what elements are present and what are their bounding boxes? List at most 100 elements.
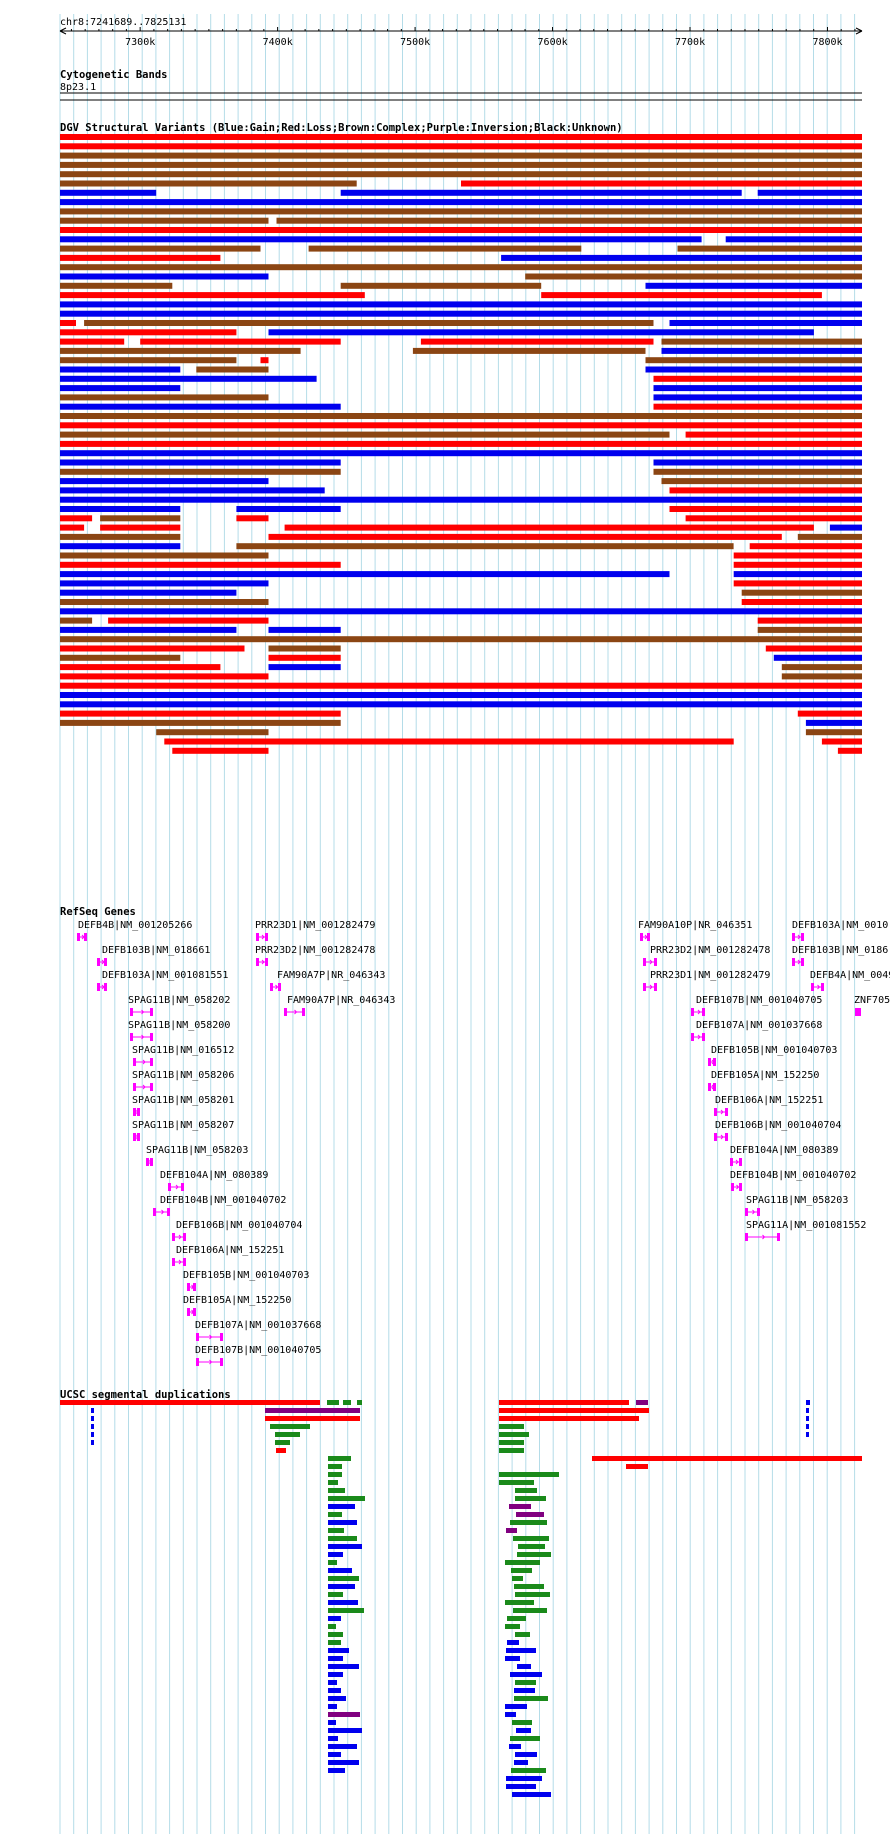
- dgv-variant[interactable]: [60, 236, 702, 243]
- dgv-variant[interactable]: [741, 599, 862, 605]
- refseq-gene-exon[interactable]: [739, 1183, 742, 1191]
- dgv-variant[interactable]: [268, 645, 341, 652]
- dgv-variant[interactable]: [60, 580, 269, 587]
- dgv-variant[interactable]: [525, 273, 862, 280]
- dgv-variant[interactable]: [645, 357, 863, 364]
- dgv-variant[interactable]: [653, 459, 863, 466]
- dgv-variant[interactable]: [765, 645, 862, 652]
- dgv-variant[interactable]: [60, 152, 862, 159]
- segdup-block[interactable]: [328, 1480, 338, 1485]
- segdup-block[interactable]: [806, 1424, 809, 1429]
- segdup-track[interactable]: UCSC segmental duplications: [60, 1389, 862, 1797]
- dgv-variant[interactable]: [653, 403, 863, 410]
- refseq-gene-exon[interactable]: [130, 1033, 133, 1041]
- refseq-gene-exon[interactable]: [77, 933, 80, 941]
- dgv-variant[interactable]: [60, 161, 862, 168]
- dgv-variant[interactable]: [236, 506, 341, 512]
- refseq-gene-label[interactable]: DEFB107B|NM_001040705: [195, 1345, 321, 1356]
- segdup-block[interactable]: [514, 1584, 544, 1589]
- refseq-gene-exon[interactable]: [730, 1158, 733, 1166]
- dgv-variant[interactable]: [645, 282, 863, 289]
- refseq-gene-exon[interactable]: [640, 933, 643, 941]
- segdup-block[interactable]: [505, 1712, 516, 1717]
- segdup-block[interactable]: [328, 1592, 343, 1597]
- dgv-variant[interactable]: [60, 682, 862, 689]
- dgv-variant[interactable]: [661, 338, 863, 345]
- refseq-gene-exon[interactable]: [691, 1033, 694, 1041]
- dgv-variant[interactable]: [84, 320, 654, 326]
- dgv-variant[interactable]: [156, 729, 269, 736]
- refseq-gene-label[interactable]: DEFB104A|NM_080389: [160, 1170, 268, 1181]
- dgv-variant[interactable]: [60, 524, 85, 531]
- refseq-gene-exon[interactable]: [302, 1008, 305, 1016]
- refseq-gene-label[interactable]: DEFB105B|NM_001040703: [183, 1270, 309, 1281]
- dgv-variant[interactable]: [60, 189, 157, 196]
- segdup-block[interactable]: [517, 1552, 551, 1557]
- dgv-variant[interactable]: [741, 589, 862, 596]
- segdup-block[interactable]: [499, 1440, 524, 1445]
- refseq-gene-exon[interactable]: [739, 1158, 742, 1166]
- dgv-variant[interactable]: [797, 710, 862, 717]
- refseq-gene-exon[interactable]: [133, 1108, 136, 1116]
- segdup-block[interactable]: [91, 1432, 94, 1437]
- dgv-variant[interactable]: [60, 366, 181, 373]
- dgv-variant[interactable]: [60, 338, 125, 345]
- refseq-gene-label[interactable]: DEFB4B|NM_001205266: [78, 920, 192, 931]
- dgv-variant[interactable]: [60, 543, 181, 550]
- dgv-variant[interactable]: [260, 357, 269, 364]
- refseq-gene-exon[interactable]: [801, 933, 804, 941]
- dgv-variant[interactable]: [60, 134, 862, 140]
- segdup-block[interactable]: [328, 1712, 360, 1717]
- segdup-block[interactable]: [328, 1536, 357, 1541]
- dgv-variant[interactable]: [60, 626, 237, 633]
- dgv-variant[interactable]: [100, 515, 181, 522]
- dgv-variant[interactable]: [60, 719, 341, 726]
- segdup-block[interactable]: [514, 1688, 535, 1693]
- dgv-variant[interactable]: [60, 440, 862, 447]
- dgv-variant[interactable]: [725, 236, 862, 243]
- refseq-gene-label[interactable]: SPAG11B|NM_058207: [132, 1120, 234, 1131]
- dgv-variant[interactable]: [733, 580, 862, 587]
- segdup-block[interactable]: [513, 1480, 534, 1485]
- segdup-block[interactable]: [514, 1696, 548, 1701]
- dgv-variant[interactable]: [60, 599, 269, 605]
- segdup-block[interactable]: [328, 1648, 349, 1653]
- dgv-variant[interactable]: [653, 468, 863, 475]
- dgv-variant[interactable]: [685, 431, 862, 438]
- refseq-gene-exon[interactable]: [725, 1108, 728, 1116]
- dgv-variant[interactable]: [805, 729, 862, 736]
- segdup-block[interactable]: [328, 1704, 337, 1709]
- refseq-gene-exon[interactable]: [183, 1233, 186, 1241]
- segdup-block[interactable]: [328, 1464, 342, 1469]
- refseq-gene-exon[interactable]: [714, 1108, 717, 1116]
- dgv-variant-rows[interactable]: [60, 134, 862, 754]
- refseq-gene-exon[interactable]: [284, 1008, 287, 1016]
- dgv-variant[interactable]: [60, 673, 269, 680]
- dgv-variant[interactable]: [60, 310, 862, 317]
- dgv-variant[interactable]: [757, 189, 862, 196]
- refseq-gene-label[interactable]: DEFB104A|NM_080389: [730, 1145, 838, 1156]
- refseq-gene-label[interactable]: DEFB106A|NM_152251: [176, 1245, 284, 1256]
- refseq-gene-exon[interactable]: [708, 1058, 711, 1066]
- cytoband-track[interactable]: Cytogenetic Bands 8p23.1: [60, 69, 862, 101]
- segdup-block[interactable]: [328, 1608, 364, 1613]
- dgv-variant[interactable]: [60, 533, 181, 540]
- refseq-gene-label[interactable]: SPAG11B|NM_058203: [746, 1195, 848, 1206]
- refseq-gene-exon[interactable]: [792, 958, 795, 966]
- segdup-block[interactable]: [509, 1744, 521, 1749]
- refseq-gene-exon[interactable]: [150, 1008, 153, 1016]
- dgv-variant[interactable]: [60, 710, 341, 717]
- dgv-variant[interactable]: [60, 301, 862, 308]
- refseq-gene-exon[interactable]: [702, 1033, 705, 1041]
- dgv-variant[interactable]: [60, 450, 862, 457]
- segdup-block[interactable]: [505, 1704, 527, 1709]
- refseq-gene-exon[interactable]: [725, 1133, 728, 1141]
- refseq-gene-exon[interactable]: [745, 1208, 748, 1216]
- refseq-gene-exon[interactable]: [133, 1058, 136, 1066]
- refseq-gene-label[interactable]: SPAG11B|NM_058200: [128, 1020, 230, 1031]
- refseq-gene-exon[interactable]: [187, 1283, 190, 1291]
- refseq-gene-exon[interactable]: [153, 1208, 156, 1216]
- refseq-gene-exon[interactable]: [265, 958, 268, 966]
- dgv-variant[interactable]: [164, 738, 734, 745]
- segdup-block[interactable]: [276, 1448, 286, 1453]
